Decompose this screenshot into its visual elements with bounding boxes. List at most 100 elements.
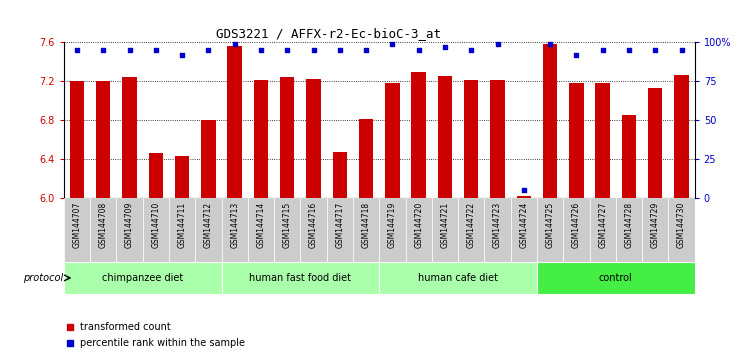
- Point: [176, 52, 188, 58]
- Bar: [668, 198, 695, 262]
- Bar: [222, 198, 248, 262]
- Text: GSM144724: GSM144724: [520, 201, 528, 248]
- Point: [98, 47, 110, 53]
- Bar: [412, 72, 426, 198]
- Bar: [143, 198, 169, 262]
- Bar: [642, 198, 668, 262]
- Bar: [616, 198, 642, 262]
- Point: [150, 47, 162, 53]
- Text: GSM144720: GSM144720: [415, 201, 423, 248]
- Point: [676, 47, 688, 53]
- Bar: [379, 198, 406, 262]
- Bar: [122, 76, 137, 198]
- Point: [571, 52, 583, 58]
- Bar: [228, 46, 242, 198]
- Text: GSM144719: GSM144719: [388, 201, 397, 248]
- Bar: [484, 198, 511, 262]
- Point: [360, 47, 372, 53]
- Bar: [464, 80, 478, 198]
- Text: GSM144717: GSM144717: [336, 201, 344, 248]
- Text: GSM144718: GSM144718: [362, 201, 370, 247]
- Point: [597, 47, 609, 53]
- Bar: [280, 76, 294, 198]
- Point: [71, 47, 83, 53]
- Point: [124, 47, 136, 53]
- Point: [255, 47, 267, 53]
- Text: human cafe diet: human cafe diet: [418, 273, 498, 283]
- Text: percentile rank within the sample: percentile rank within the sample: [80, 338, 245, 348]
- Bar: [406, 198, 432, 262]
- Point: [203, 47, 215, 53]
- Bar: [359, 119, 373, 198]
- Text: GSM144728: GSM144728: [625, 201, 633, 247]
- Text: GSM144708: GSM144708: [99, 201, 107, 248]
- Point: [413, 47, 425, 53]
- Bar: [64, 262, 222, 294]
- Text: GSM144722: GSM144722: [467, 201, 475, 247]
- Point: [282, 47, 294, 53]
- Bar: [300, 198, 327, 262]
- Text: control: control: [599, 273, 632, 283]
- Text: GSM144725: GSM144725: [546, 201, 554, 248]
- Bar: [175, 156, 189, 198]
- Bar: [537, 198, 563, 262]
- Bar: [674, 75, 689, 198]
- Bar: [648, 88, 662, 198]
- Bar: [622, 115, 636, 198]
- Bar: [569, 84, 584, 198]
- Text: GSM144723: GSM144723: [493, 201, 502, 248]
- Bar: [543, 45, 557, 198]
- Bar: [327, 198, 353, 262]
- Bar: [222, 262, 379, 294]
- Text: chimpanzee diet: chimpanzee diet: [102, 273, 183, 283]
- Point: [64, 325, 76, 330]
- Point: [649, 47, 661, 53]
- Bar: [169, 198, 195, 262]
- Text: GSM144726: GSM144726: [572, 201, 581, 248]
- Bar: [195, 198, 222, 262]
- Point: [64, 341, 76, 346]
- Title: GDS3221 / AFFX-r2-Ec-bioC-3_at: GDS3221 / AFFX-r2-Ec-bioC-3_at: [216, 27, 442, 40]
- Bar: [385, 84, 400, 198]
- Bar: [306, 80, 321, 198]
- Bar: [274, 198, 300, 262]
- Text: GSM144716: GSM144716: [309, 201, 318, 248]
- Text: GSM144711: GSM144711: [178, 201, 186, 247]
- Text: GSM144710: GSM144710: [152, 201, 160, 248]
- Bar: [596, 84, 610, 198]
- Text: GSM144712: GSM144712: [204, 201, 213, 247]
- Bar: [64, 198, 90, 262]
- Text: transformed count: transformed count: [80, 322, 170, 332]
- Bar: [432, 198, 458, 262]
- Point: [334, 47, 346, 53]
- Text: GSM144715: GSM144715: [283, 201, 291, 248]
- Text: human fast food diet: human fast food diet: [249, 273, 351, 283]
- Bar: [590, 198, 616, 262]
- Bar: [149, 154, 163, 198]
- Text: GSM144727: GSM144727: [599, 201, 607, 248]
- Point: [466, 47, 478, 53]
- Text: GSM144721: GSM144721: [441, 201, 449, 247]
- Text: protocol: protocol: [23, 273, 63, 283]
- Point: [623, 47, 635, 53]
- Bar: [511, 198, 537, 262]
- Bar: [254, 80, 268, 198]
- Text: GSM144729: GSM144729: [651, 201, 659, 248]
- Bar: [438, 76, 452, 198]
- Point: [492, 41, 504, 47]
- Point: [518, 188, 530, 193]
- Text: GSM144707: GSM144707: [73, 201, 81, 248]
- Bar: [563, 198, 590, 262]
- Point: [229, 41, 241, 47]
- Text: GSM144713: GSM144713: [231, 201, 239, 248]
- Bar: [379, 262, 537, 294]
- Point: [544, 41, 556, 47]
- Bar: [458, 198, 484, 262]
- Bar: [333, 152, 347, 198]
- Point: [308, 47, 320, 53]
- Bar: [70, 81, 84, 198]
- Text: GSM144709: GSM144709: [125, 201, 134, 248]
- Bar: [116, 198, 143, 262]
- Text: GSM144714: GSM144714: [257, 201, 265, 248]
- Bar: [201, 120, 216, 198]
